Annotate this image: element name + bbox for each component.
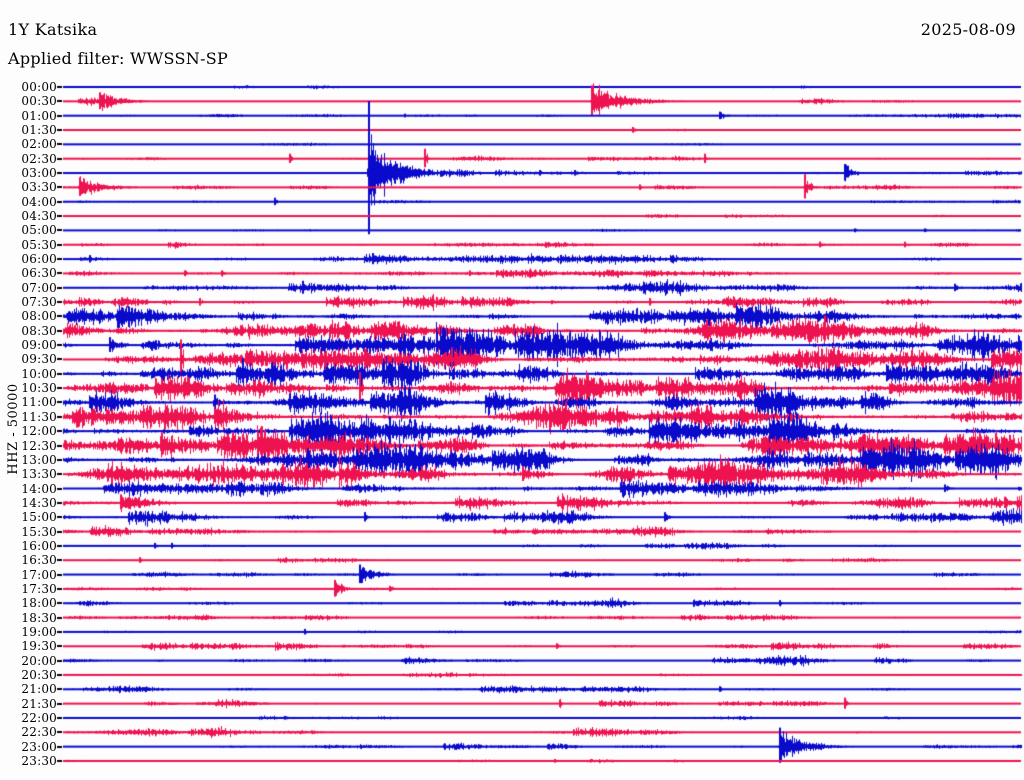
row-time-label: 03:30 [21, 180, 57, 195]
row-time-label: 20:30 [21, 667, 57, 682]
row-time-label: 15:30 [21, 524, 57, 539]
row-time-label: 06:00 [21, 252, 57, 267]
row-time-label: 07:30 [21, 295, 57, 310]
station-title: 1Y Katsika [8, 20, 98, 39]
row-time-label: 22:00 [21, 710, 57, 725]
row-time-label: 22:30 [21, 725, 57, 740]
row-time-label: 15:00 [21, 510, 57, 525]
row-time-label: 00:00 [21, 80, 57, 94]
row-time-label: 16:30 [21, 553, 57, 568]
row-time-label: 03:00 [21, 166, 57, 181]
date-label: 2025-08-09 [920, 20, 1016, 39]
row-time-label: 19:30 [21, 639, 57, 654]
row-time-label: 23:30 [21, 753, 57, 768]
row-time-label: 13:30 [21, 467, 57, 482]
row-time-label: 09:00 [21, 338, 57, 353]
row-time-label: 23:00 [21, 739, 57, 754]
applied-filter-label: Applied filter: WWSSN-SP [8, 49, 229, 68]
row-time-label: 21:30 [21, 696, 57, 711]
row-time-label: 12:30 [21, 438, 57, 453]
row-time-label: 10:30 [21, 381, 57, 396]
row-time-label: 21:00 [21, 682, 57, 697]
row-time-label: 01:00 [21, 108, 57, 123]
row-time-label: 04:00 [21, 194, 57, 209]
row-time-label: 02:00 [21, 137, 57, 152]
row-time-label: 13:00 [21, 452, 57, 467]
row-time-label: 04:30 [21, 209, 57, 224]
row-time-label: 07:00 [21, 280, 57, 295]
row-time-label: 06:30 [21, 266, 57, 281]
row-time-label: 00:30 [21, 94, 57, 109]
row-time-label: 14:30 [21, 495, 57, 510]
row-time-label: 17:30 [21, 581, 57, 596]
row-time-label: 12:00 [21, 424, 57, 439]
row-time-label: 14:00 [21, 481, 57, 496]
row-time-label: 18:30 [21, 610, 57, 625]
row-time-label: 19:00 [21, 624, 57, 639]
row-time-label: 09:30 [21, 352, 57, 367]
row-time-label: 11:00 [21, 395, 57, 410]
row-time-label: 17:00 [21, 567, 57, 582]
row-time-label: 10:00 [21, 366, 57, 381]
row-time-label: 05:00 [21, 223, 57, 238]
row-time-label: 11:30 [21, 409, 57, 424]
row-time-label: 02:30 [21, 151, 57, 166]
row-time-label: 08:30 [21, 323, 57, 338]
row-time-label: 16:00 [21, 538, 57, 553]
row-time-label: 05:30 [21, 237, 57, 252]
row-time-label: 08:00 [21, 309, 57, 324]
row-time-label: 01:30 [21, 123, 57, 138]
row-time-label: 20:00 [21, 653, 57, 668]
row-time-label: 18:00 [21, 596, 57, 611]
